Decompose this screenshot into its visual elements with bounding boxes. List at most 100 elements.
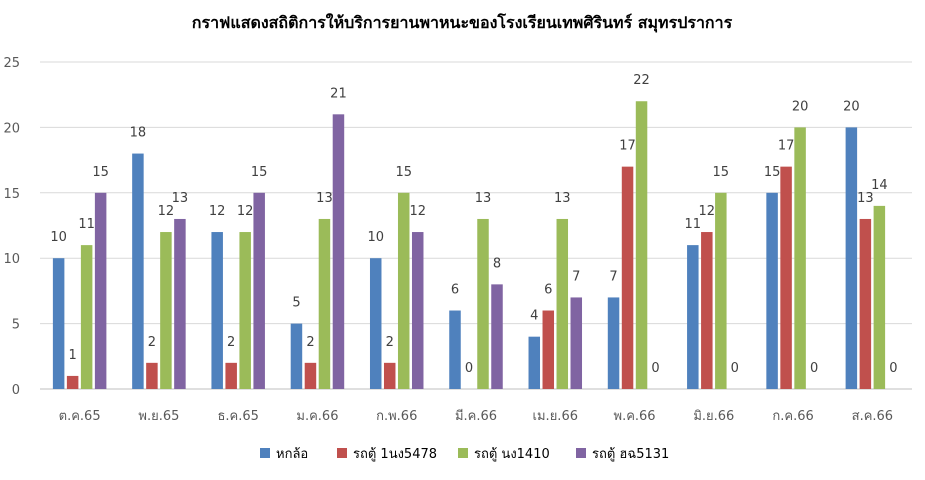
data-label: 2 bbox=[148, 335, 156, 350]
bars bbox=[52, 101, 886, 390]
data-label: 13 bbox=[475, 191, 492, 206]
x-tick-label: มี.ค.66 bbox=[455, 408, 497, 424]
bar bbox=[621, 166, 634, 389]
bar bbox=[146, 362, 158, 389]
legend-label: รถตู้ ฮฉ5131 bbox=[592, 447, 669, 462]
data-label: 2 bbox=[386, 335, 394, 350]
bar bbox=[701, 232, 713, 389]
y-tick-label: 0 bbox=[12, 383, 20, 398]
bar bbox=[211, 232, 223, 389]
bar bbox=[794, 127, 806, 390]
bar bbox=[687, 245, 699, 389]
bar bbox=[859, 218, 872, 389]
x-tick-label: ธ.ค.65 bbox=[217, 409, 258, 424]
data-label: 22 bbox=[633, 73, 650, 88]
data-label: 13 bbox=[316, 191, 333, 206]
data-label: 21 bbox=[330, 86, 347, 101]
bar bbox=[66, 375, 79, 389]
data-label: 17 bbox=[619, 139, 636, 154]
legend-swatch bbox=[458, 448, 468, 458]
bar bbox=[491, 284, 503, 389]
y-tick-label: 25 bbox=[3, 56, 20, 71]
bar bbox=[411, 232, 424, 389]
data-label: 15 bbox=[764, 165, 781, 180]
data-label: 5 bbox=[292, 296, 300, 311]
data-label: 13 bbox=[857, 191, 874, 206]
bar bbox=[132, 153, 144, 389]
data-label: 10 bbox=[367, 230, 384, 245]
data-label: 20 bbox=[843, 99, 860, 114]
bar bbox=[332, 114, 345, 389]
bar bbox=[52, 258, 65, 389]
bar bbox=[397, 192, 410, 389]
data-label: 12 bbox=[209, 204, 226, 219]
data-label: 18 bbox=[130, 126, 147, 141]
bar bbox=[318, 218, 331, 389]
bar bbox=[873, 205, 886, 389]
data-label: 12 bbox=[699, 204, 716, 219]
legend-swatch bbox=[260, 448, 270, 458]
bar bbox=[556, 218, 569, 389]
bar bbox=[542, 310, 555, 389]
data-label: 6 bbox=[544, 283, 552, 298]
x-tick-label: ก.ค.66 bbox=[772, 409, 813, 424]
data-label: 12 bbox=[409, 204, 426, 219]
bar bbox=[290, 323, 303, 389]
data-label: 14 bbox=[871, 178, 888, 193]
data-labels: 1011115182121312212155213211021512601384… bbox=[50, 73, 897, 376]
legend: หกล้อ รถตู้ 1นง5478 รถตู้ นง1410 รถตู้ ฮฉ51… bbox=[260, 447, 669, 462]
data-label: 0 bbox=[810, 361, 818, 376]
data-label: 6 bbox=[451, 283, 459, 298]
y-tick-label: 5 bbox=[12, 318, 20, 333]
x-tick-label: ต.ค.65 bbox=[59, 409, 101, 424]
data-label: 11 bbox=[78, 217, 95, 232]
x-tick-label: ก.พ.66 bbox=[376, 409, 417, 424]
legend-label: หกล้อ bbox=[276, 447, 308, 462]
bar bbox=[635, 101, 648, 390]
chart-title: กราฟแสดงสถิติการให้บริการยานพาหนะของโรงเ… bbox=[192, 12, 733, 33]
data-label: 0 bbox=[651, 361, 659, 376]
bar bbox=[369, 258, 382, 389]
data-label: 10 bbox=[50, 230, 67, 245]
data-label: 12 bbox=[237, 204, 254, 219]
x-tick-label: พ.ย.65 bbox=[138, 409, 179, 424]
y-tick-label: 15 bbox=[3, 187, 20, 202]
x-tick-label: ส.ค.66 bbox=[852, 409, 893, 424]
data-label: 0 bbox=[889, 361, 897, 376]
bar bbox=[780, 166, 792, 389]
bar bbox=[304, 362, 317, 389]
y-tick-label: 10 bbox=[3, 252, 20, 267]
bar bbox=[80, 245, 93, 389]
data-label: 20 bbox=[792, 99, 809, 114]
data-label: 15 bbox=[713, 165, 730, 180]
data-label: 17 bbox=[778, 139, 795, 154]
bar bbox=[607, 297, 620, 389]
legend-label: รถตู้ นง1410 bbox=[474, 447, 550, 462]
bar bbox=[845, 127, 858, 390]
legend-swatch bbox=[576, 448, 586, 458]
y-tick-label: 20 bbox=[3, 121, 20, 136]
bar bbox=[383, 362, 396, 389]
data-label: 8 bbox=[493, 256, 501, 271]
bar bbox=[528, 336, 541, 389]
data-label: 15 bbox=[92, 165, 109, 180]
bar bbox=[715, 192, 727, 389]
data-label: 2 bbox=[227, 335, 235, 350]
x-axis-ticks: ต.ค.65 พ.ย.65 ธ.ค.65 ม.ค.66 ก.พ.66 มี.ค.66 เม.… bbox=[59, 408, 893, 424]
legend-label: รถตู้ 1นง5478 bbox=[353, 447, 437, 462]
data-label: 15 bbox=[251, 165, 268, 180]
bar bbox=[94, 192, 107, 389]
data-label: 4 bbox=[530, 309, 538, 324]
data-label: 7 bbox=[609, 269, 617, 284]
data-label: 1 bbox=[68, 348, 76, 363]
data-label: 13 bbox=[554, 191, 571, 206]
bar bbox=[570, 297, 583, 389]
bar bbox=[449, 310, 461, 389]
y-axis-ticks: 0 5 10 15 20 25 bbox=[3, 56, 20, 398]
data-label: 2 bbox=[306, 335, 314, 350]
bar bbox=[253, 192, 265, 389]
data-label: 13 bbox=[172, 191, 189, 206]
x-tick-label: พ.ค.66 bbox=[614, 409, 656, 424]
